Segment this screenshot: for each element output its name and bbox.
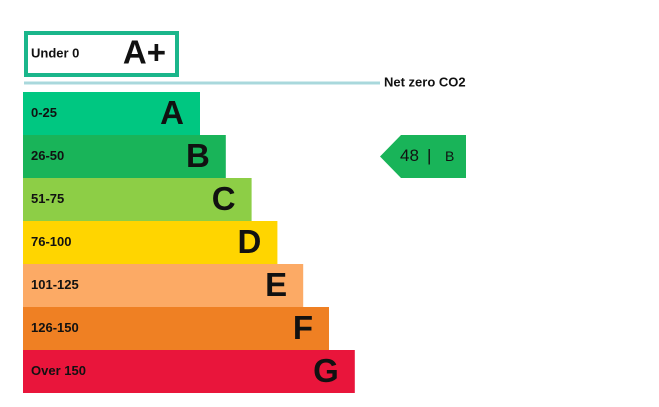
current-letter: B bbox=[445, 148, 454, 164]
current-separator: | bbox=[427, 146, 431, 165]
band-letter: B bbox=[186, 137, 210, 174]
band-letter: G bbox=[313, 352, 339, 389]
current-score: 48 bbox=[400, 146, 419, 165]
band-bar bbox=[23, 178, 252, 221]
band-letter: F bbox=[293, 309, 313, 346]
band-range: 76-100 bbox=[31, 234, 71, 249]
band-bar bbox=[23, 307, 329, 350]
band-range: Over 150 bbox=[31, 363, 86, 378]
band-range: 51-75 bbox=[31, 191, 64, 206]
band-bar bbox=[23, 264, 304, 307]
band-letter: D bbox=[238, 223, 262, 260]
band-bar bbox=[23, 350, 355, 393]
top-band-box bbox=[24, 31, 179, 77]
band-letter: A bbox=[160, 94, 184, 131]
top-band-label: Under 0 bbox=[31, 45, 79, 60]
band-bar bbox=[23, 92, 200, 135]
net-zero-label: Net zero CO2 bbox=[384, 74, 466, 89]
band-bar bbox=[23, 135, 226, 178]
band-range: 101-125 bbox=[31, 277, 79, 292]
band-range: 0-25 bbox=[31, 105, 57, 120]
band-range: 26-50 bbox=[31, 148, 64, 163]
band-letter: C bbox=[212, 180, 236, 217]
band-letter: E bbox=[265, 266, 287, 303]
band-range: 126-150 bbox=[31, 320, 79, 335]
top-band-letter: A+ bbox=[123, 34, 166, 71]
current-rating-arrow bbox=[380, 135, 466, 178]
band-bar bbox=[23, 221, 278, 264]
